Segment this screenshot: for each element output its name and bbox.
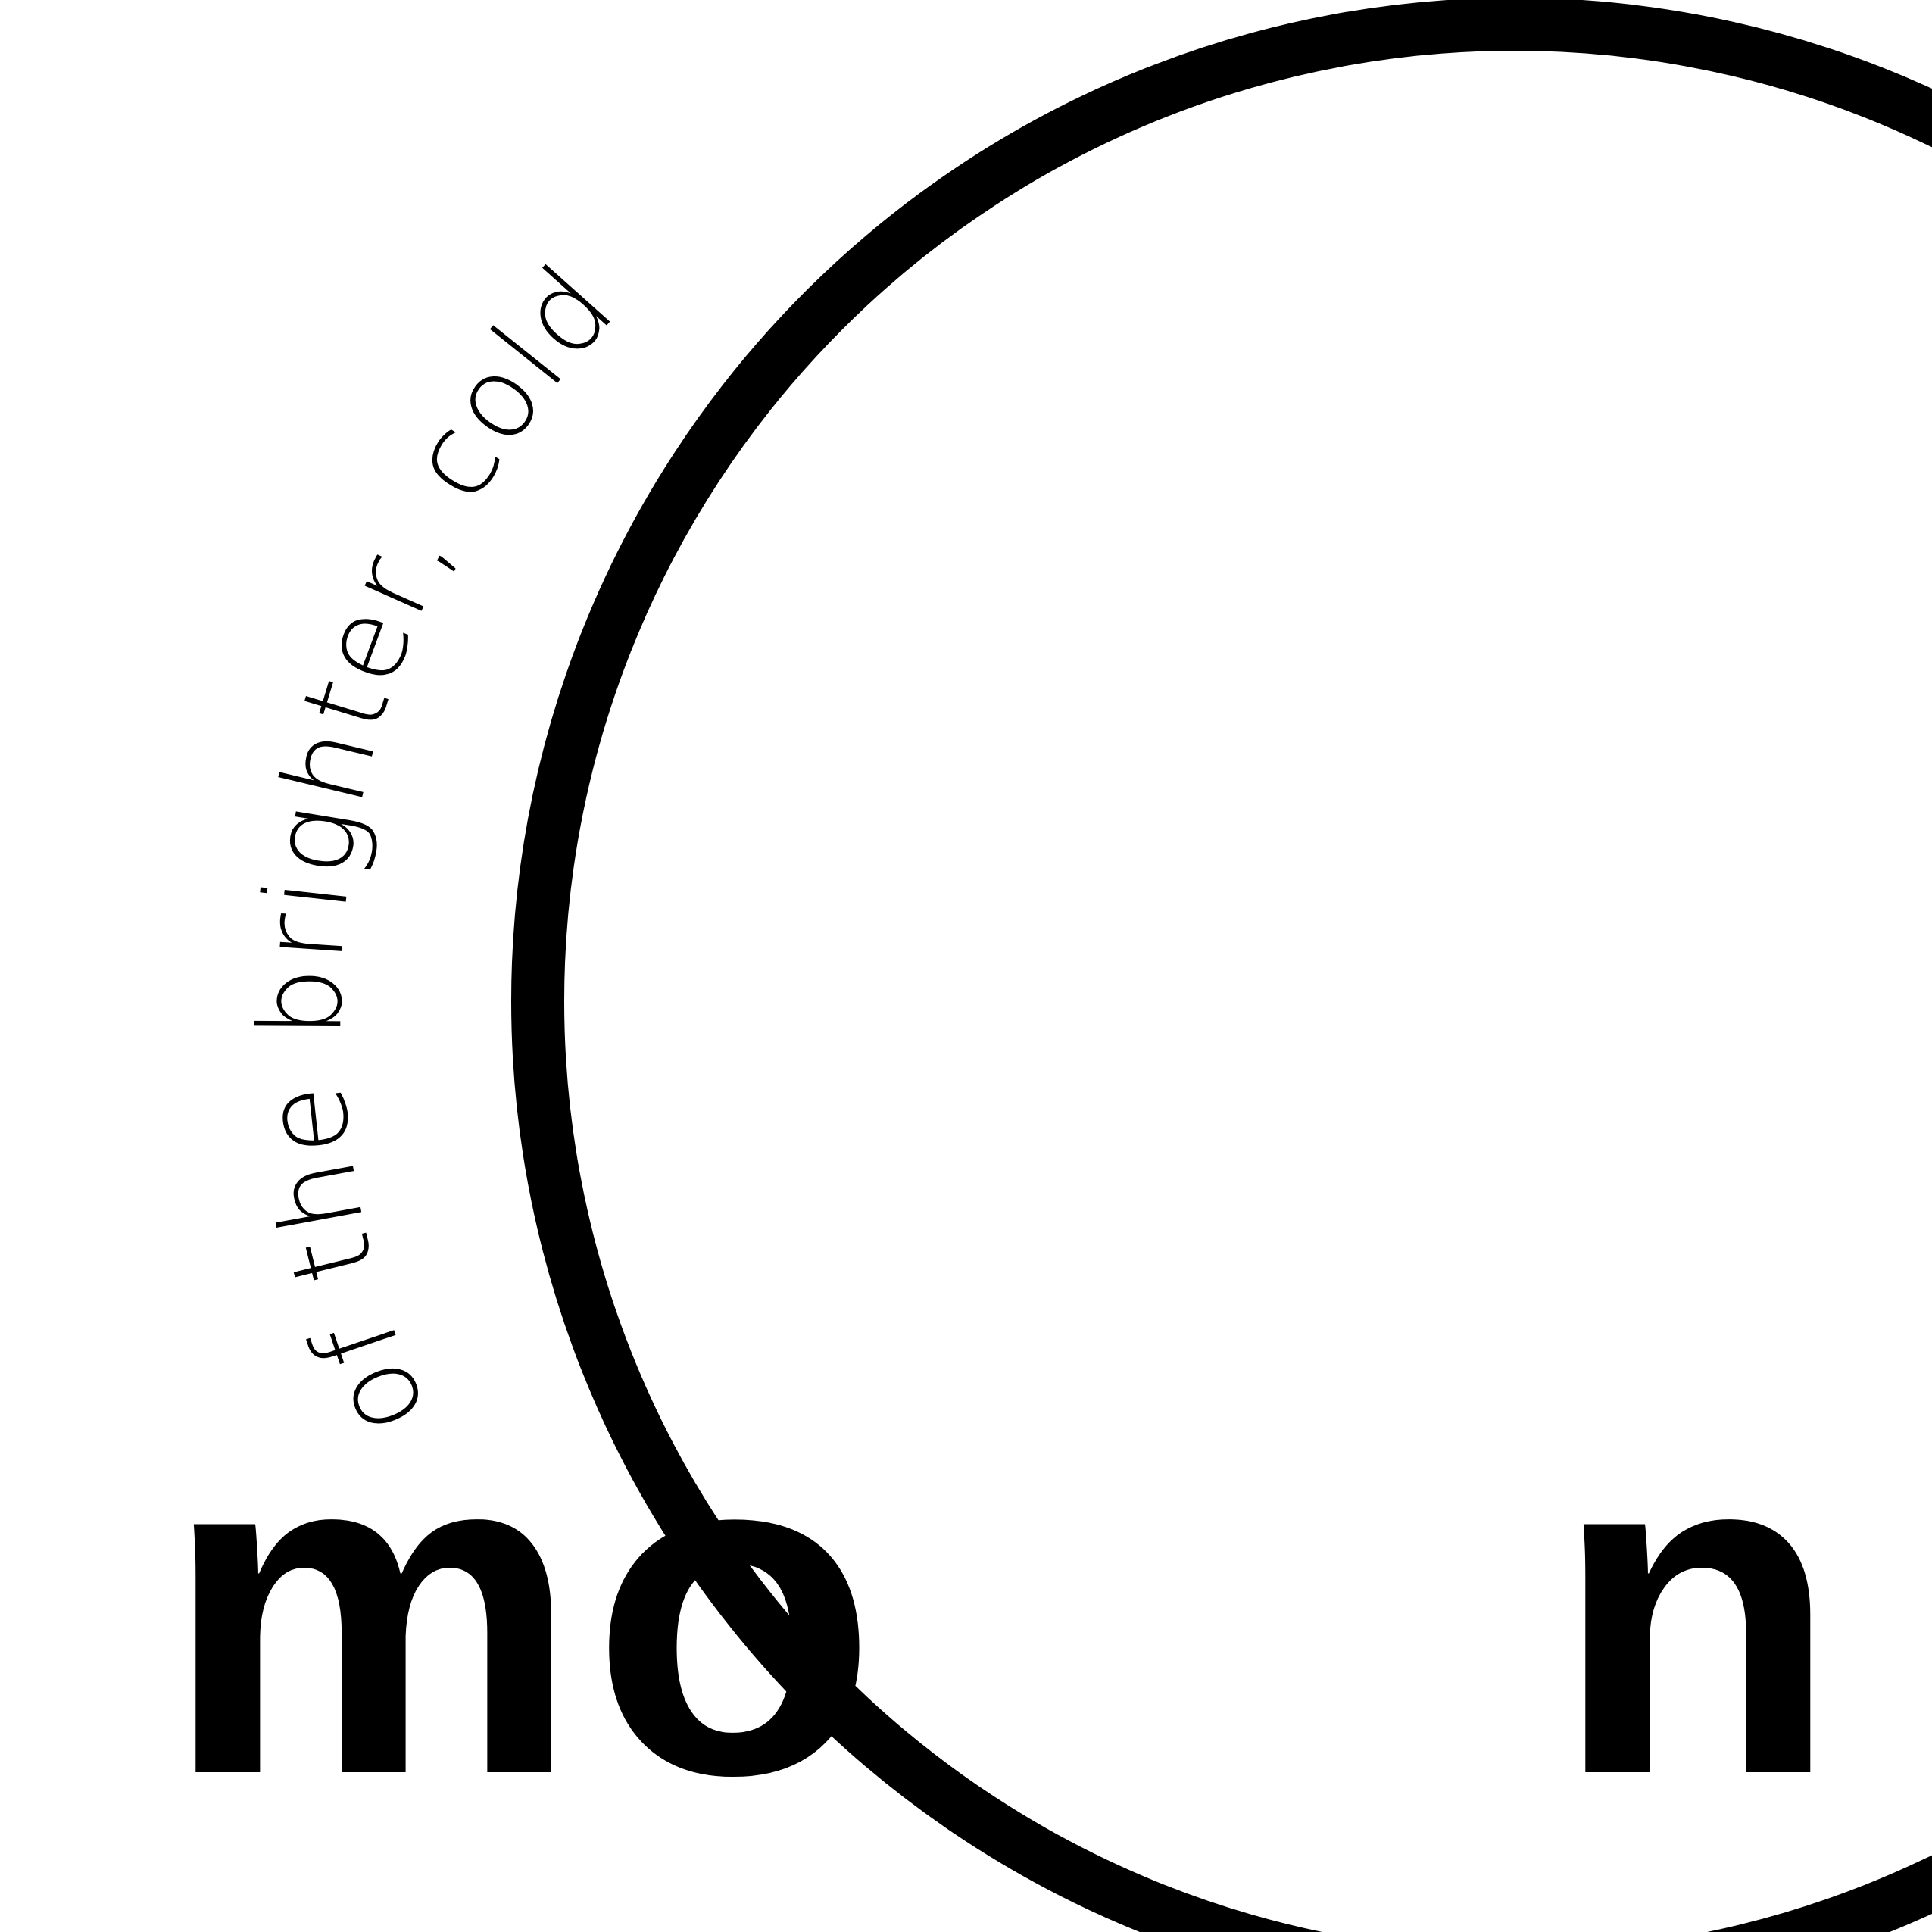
moon-ring [511,0,1932,1932]
letter-o: o [591,1348,878,1872]
letter-n: n [1553,1348,1840,1872]
letter-m: m [163,1348,580,1872]
